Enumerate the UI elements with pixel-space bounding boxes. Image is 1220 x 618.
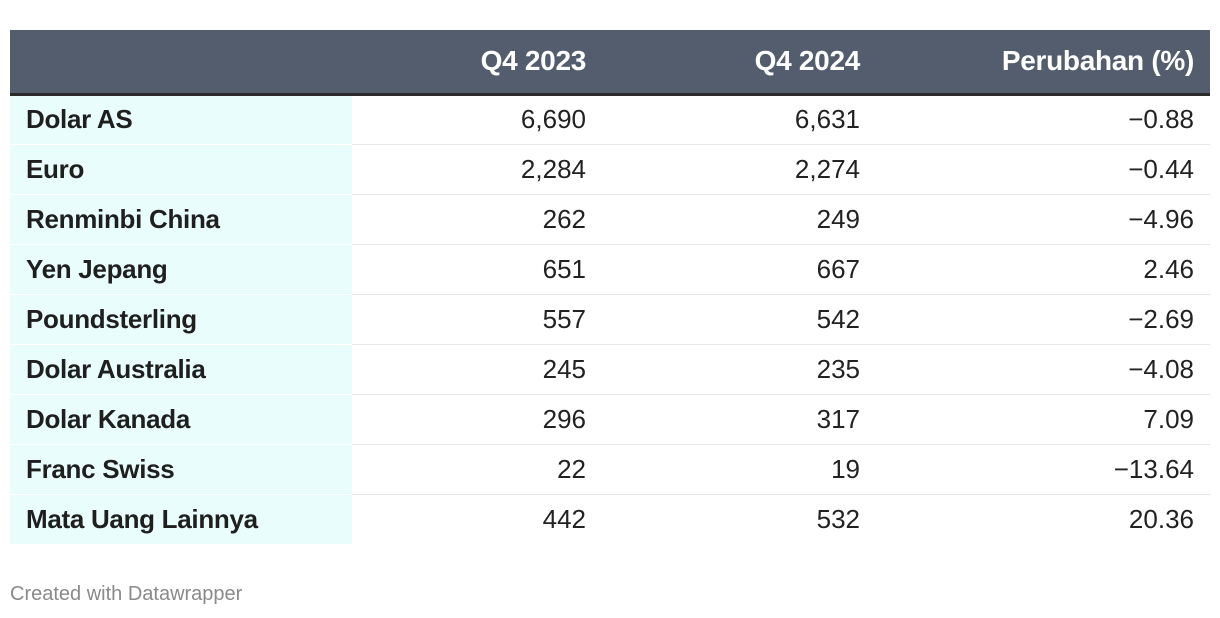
header-row: Q4 2023 Q4 2024 Perubahan (%) [10, 30, 1210, 96]
row-q4-2023-value: 557 [352, 294, 602, 345]
row-change-value: −0.44 [876, 144, 1210, 195]
row-currency-name: Yen Jepang [10, 244, 352, 295]
row-q4-2024-value: 532 [816, 503, 860, 534]
table-header: Q4 2023 Q4 2024 Perubahan (%) [10, 30, 1210, 96]
row-currency-name: Renminbi China [10, 194, 352, 245]
row-currency-name: Dolar Kanada [10, 394, 352, 445]
datawrapper-credit: Created with Datawrapper [10, 583, 243, 605]
row-q4-2023-value: 442 [542, 503, 586, 534]
table-row: Mata Uang Lainnya 442 532 20.36 [10, 494, 1210, 544]
row-change-value: −4.08 [876, 344, 1210, 395]
row-q4-2023-value: 262 [352, 194, 602, 245]
row-q4-2023-value: 6,690 [352, 94, 602, 145]
row-q4-2023-value: 22 [352, 444, 602, 495]
row-change-value: −13.64 [876, 444, 1210, 495]
currency-table: Q4 2023 Q4 2024 Perubahan (%) Dolar AS 6… [10, 30, 1210, 544]
header-q4-2024: Q4 2024 [602, 30, 876, 96]
row-change-value: 20.36 [1128, 503, 1194, 534]
row-currency-name: Poundsterling [10, 294, 352, 345]
row-q4-2024-value: 235 [602, 344, 876, 395]
row-currency-name: Euro [10, 144, 352, 195]
row-change-value: 2.46 [876, 244, 1210, 295]
table-row: Dolar Australia 245 235 −4.08 [10, 344, 1210, 395]
row-q4-2024-value: 667 [602, 244, 876, 295]
header-q4-2023: Q4 2023 [352, 30, 602, 96]
table-row: Euro 2,284 2,274 −0.44 [10, 144, 1210, 195]
row-change-value: −2.69 [876, 294, 1210, 345]
row-q4-2024-value: 542 [602, 294, 876, 345]
row-currency-name: Mata Uang Lainnya [10, 494, 352, 544]
header-name-column [10, 30, 352, 96]
row-q4-2023-value: 2,284 [352, 144, 602, 195]
row-q4-2023-value: 245 [352, 344, 602, 395]
table-row: Renminbi China 262 249 −4.96 [10, 194, 1210, 245]
row-q4-2023-value: 296 [352, 394, 602, 445]
row-q4-2024-value: 317 [602, 394, 876, 445]
table-row: Dolar AS 6,690 6,631 −0.88 [10, 94, 1210, 145]
row-change-value: −0.88 [876, 94, 1210, 145]
row-currency-name: Franc Swiss [10, 444, 352, 495]
table-body: Dolar AS 6,690 6,631 −0.88 Euro 2,284 2,… [10, 94, 1210, 544]
row-currency-name: Dolar AS [10, 94, 352, 145]
table-row: Yen Jepang 651 667 2.46 [10, 244, 1210, 295]
row-q4-2024-value: 2,274 [602, 144, 876, 195]
row-change-value: −4.96 [876, 194, 1210, 245]
row-q4-2024-value: 19 [602, 444, 876, 495]
row-change-value: 7.09 [876, 394, 1210, 445]
row-q4-2024-value: 6,631 [602, 94, 876, 145]
row-currency-name: Dolar Australia [10, 344, 352, 395]
row-q4-2024-value: 249 [602, 194, 876, 245]
table-row: Poundsterling 557 542 −2.69 [10, 294, 1210, 345]
table-row: Franc Swiss 22 19 −13.64 [10, 444, 1210, 495]
data-table-container: Q4 2023 Q4 2024 Perubahan (%) Dolar AS 6… [10, 30, 1210, 544]
header-change-percent: Perubahan (%) [876, 30, 1210, 96]
table-row: Dolar Kanada 296 317 7.09 [10, 394, 1210, 445]
row-q4-2023-value: 651 [352, 244, 602, 295]
